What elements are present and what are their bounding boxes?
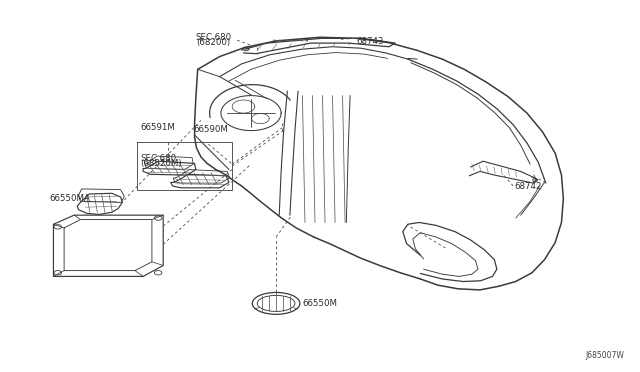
Text: (68520M): (68520M) bbox=[140, 159, 182, 168]
Text: 66591M: 66591M bbox=[140, 123, 175, 132]
Text: J685007W: J685007W bbox=[586, 351, 624, 360]
Text: (68200): (68200) bbox=[196, 38, 230, 47]
Text: SEC.680: SEC.680 bbox=[195, 33, 232, 42]
Text: SEC.680: SEC.680 bbox=[140, 154, 176, 163]
Text: 68742: 68742 bbox=[515, 182, 542, 191]
Text: 66550M: 66550M bbox=[303, 299, 337, 308]
Text: 68743: 68743 bbox=[356, 38, 384, 46]
Text: 66590M: 66590M bbox=[193, 125, 228, 134]
Text: 66550MA: 66550MA bbox=[49, 194, 90, 203]
